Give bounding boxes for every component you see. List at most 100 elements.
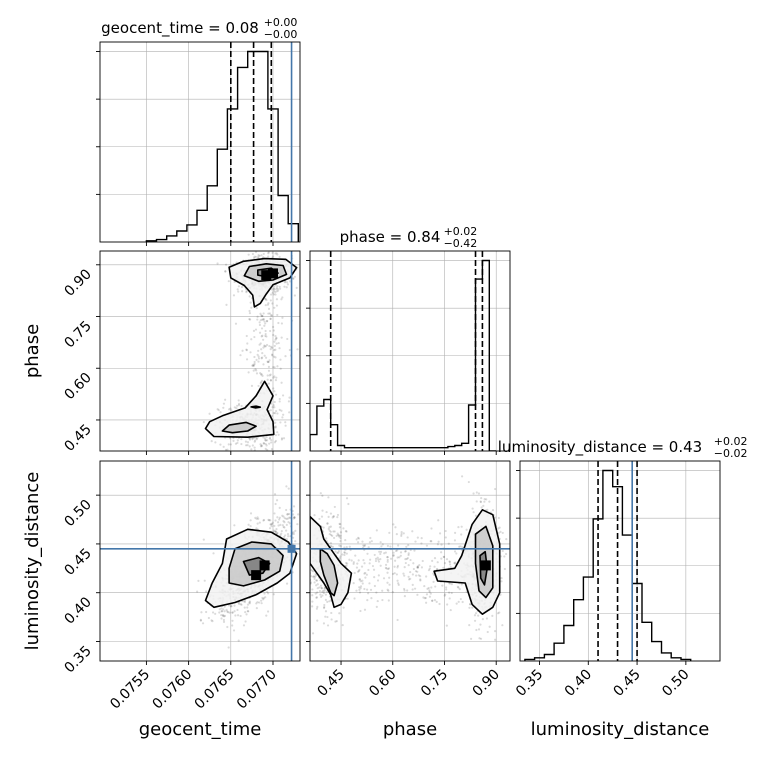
sample-point bbox=[231, 619, 234, 622]
sample-point bbox=[311, 588, 314, 591]
sample-point bbox=[283, 521, 286, 524]
sample-point bbox=[276, 412, 279, 415]
sample-point bbox=[345, 561, 348, 565]
sample-point bbox=[314, 573, 317, 576]
sample-point bbox=[407, 575, 410, 578]
sample-point bbox=[262, 442, 266, 445]
sample-point bbox=[280, 438, 284, 441]
sample-point bbox=[358, 591, 362, 594]
sample-point bbox=[440, 543, 443, 546]
sample-point bbox=[477, 492, 481, 495]
sample-point bbox=[250, 448, 253, 451]
sample-point bbox=[430, 586, 433, 589]
sample-point bbox=[288, 396, 291, 399]
sample-point bbox=[425, 593, 429, 596]
sample-point bbox=[260, 314, 263, 317]
sample-point bbox=[436, 543, 440, 546]
sample-point bbox=[278, 516, 281, 519]
sample-point bbox=[260, 373, 263, 376]
sample-point bbox=[223, 614, 227, 617]
sample-point bbox=[212, 552, 215, 555]
sample-point bbox=[249, 351, 252, 354]
sample-point bbox=[332, 515, 335, 518]
sample-point bbox=[358, 586, 361, 589]
sample-point bbox=[274, 425, 277, 428]
x-tick-label: 0.0770 bbox=[234, 667, 280, 713]
sample-point bbox=[288, 522, 291, 525]
sample-point bbox=[395, 573, 398, 576]
sample-point bbox=[292, 277, 295, 280]
sample-point bbox=[266, 303, 269, 306]
sample-point bbox=[252, 256, 256, 260]
sample-point bbox=[313, 514, 316, 517]
sample-point bbox=[251, 438, 254, 441]
sample-point bbox=[222, 618, 226, 622]
histogram-step-line bbox=[524, 469, 692, 661]
sample-point bbox=[302, 546, 304, 548]
sample-point bbox=[336, 516, 339, 519]
sample-point bbox=[273, 349, 276, 352]
sample-point bbox=[219, 411, 222, 414]
sample-point bbox=[480, 496, 483, 500]
sample-point bbox=[318, 517, 321, 521]
sample-point bbox=[236, 441, 239, 445]
sample-point bbox=[210, 619, 213, 622]
sample-point bbox=[306, 265, 308, 267]
sample-point bbox=[438, 602, 441, 606]
density-peak bbox=[480, 560, 491, 571]
sample-point bbox=[392, 554, 395, 557]
grid-lines bbox=[539, 461, 687, 661]
y-tick-label: 0.35 bbox=[61, 643, 94, 676]
sample-point bbox=[275, 342, 278, 345]
sample-point bbox=[381, 598, 384, 602]
sample-point bbox=[266, 590, 269, 593]
sample-point bbox=[382, 577, 386, 580]
sample-point bbox=[272, 376, 275, 379]
sample-point bbox=[222, 445, 225, 448]
sample-point bbox=[363, 544, 367, 547]
sample-point bbox=[260, 357, 263, 360]
sample-point bbox=[264, 297, 267, 300]
sample-point bbox=[488, 500, 491, 503]
sample-point bbox=[239, 614, 242, 618]
sample-point bbox=[265, 614, 268, 617]
sample-point bbox=[273, 406, 276, 409]
sample-point bbox=[252, 364, 256, 367]
sample-point bbox=[274, 252, 277, 255]
contour-level bbox=[319, 548, 339, 597]
sample-point bbox=[210, 440, 213, 443]
sample-point bbox=[389, 545, 392, 548]
sample-point bbox=[276, 531, 279, 534]
sample-point bbox=[361, 579, 364, 582]
sample-point bbox=[486, 508, 489, 511]
sample-point bbox=[400, 530, 403, 534]
sample-point bbox=[316, 591, 319, 594]
density-peak bbox=[259, 560, 270, 571]
sample-point bbox=[407, 544, 410, 547]
sample-point bbox=[271, 406, 274, 409]
title-upper-error: +0.02 bbox=[444, 225, 478, 238]
sample-point bbox=[244, 611, 247, 614]
y-tick-label: 0.90 bbox=[61, 266, 94, 299]
sample-point bbox=[359, 587, 362, 590]
sample-point bbox=[267, 251, 270, 254]
sample-point bbox=[445, 624, 448, 627]
sample-point bbox=[266, 378, 269, 381]
sample-point bbox=[437, 519, 440, 522]
sample-point bbox=[443, 562, 447, 565]
sample-point bbox=[235, 406, 238, 410]
sample-point bbox=[325, 590, 329, 593]
sample-point bbox=[374, 557, 378, 561]
sample-point bbox=[445, 588, 448, 591]
sample-point bbox=[388, 531, 391, 534]
histogram bbox=[310, 251, 497, 451]
sample-point bbox=[236, 608, 239, 612]
sample-point bbox=[386, 558, 389, 562]
sample-point bbox=[240, 457, 242, 459]
x-tick-label: 0.0765 bbox=[192, 667, 238, 713]
sample-point bbox=[387, 567, 391, 570]
sample-point bbox=[307, 597, 309, 599]
sample-point bbox=[304, 491, 306, 493]
title-lower-error: −0.02 bbox=[714, 447, 748, 460]
panel-frame bbox=[99, 41, 301, 243]
